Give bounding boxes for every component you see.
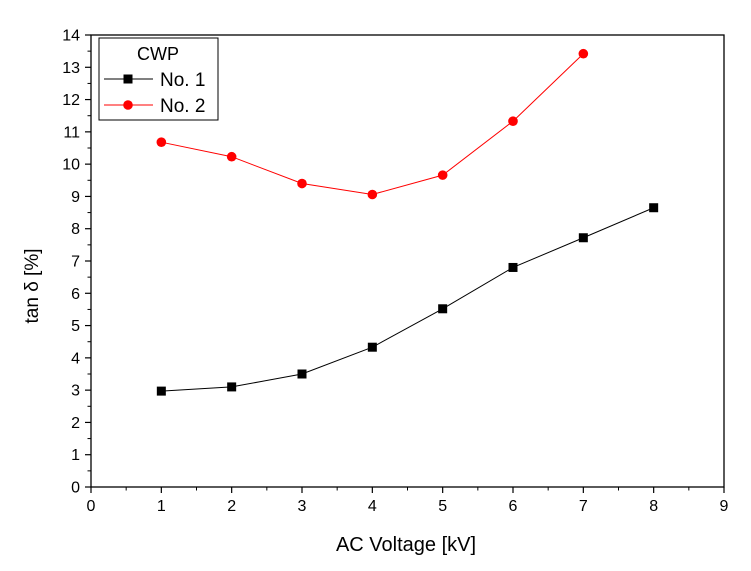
data-point: [367, 189, 378, 200]
x-tick-label: 0: [87, 498, 96, 515]
data-point: [156, 137, 167, 147]
legend-title: CWP: [137, 44, 179, 64]
x-tick-label: 3: [298, 498, 307, 515]
data-point: [508, 262, 518, 272]
y-tick-label: 14: [62, 28, 80, 45]
data-point: [508, 116, 518, 127]
y-tick-label: 3: [71, 383, 80, 400]
series-layer: [156, 48, 659, 396]
legend-marker: [123, 100, 133, 110]
x-tick-label: 5: [438, 498, 447, 515]
y-axis-title: tan δ [%]: [22, 249, 43, 324]
series-2: [156, 48, 589, 200]
x-tick-label: 2: [227, 498, 236, 515]
data-point: [578, 48, 589, 59]
y-tick-label: 8: [71, 221, 80, 238]
x-tick-label: 7: [579, 498, 588, 515]
data-point: [227, 382, 237, 392]
y-tick-label: 10: [62, 157, 80, 174]
data-point: [156, 386, 166, 396]
legend-label: No. 2: [160, 96, 205, 117]
y-tick-label: 13: [62, 60, 80, 77]
legend: CWP No. 1 No. 2: [98, 37, 219, 121]
legend-label: No. 1: [160, 70, 205, 91]
data-point: [578, 233, 588, 243]
y-tick-label: 6: [71, 286, 80, 303]
y-tick-label: 11: [63, 124, 80, 141]
legend-marker: [123, 74, 133, 84]
data-point: [297, 369, 307, 379]
x-tick-label: 8: [649, 498, 658, 515]
data-point: [438, 304, 448, 314]
y-tick-label: 5: [71, 318, 80, 335]
x-tick-label: 1: [157, 498, 166, 515]
x-tick-label: 4: [368, 498, 377, 515]
y-tick-label: 12: [62, 92, 80, 109]
y-tick-label: 4: [71, 350, 80, 367]
x-axis-title: AC Voltage [kV]: [336, 534, 476, 556]
y-tick-label: 9: [71, 189, 80, 206]
data-point: [297, 178, 307, 189]
x-tick-label: 9: [720, 498, 729, 515]
y-tick-label: 1: [71, 447, 80, 464]
data-point: [226, 151, 237, 162]
x-tick-label: 6: [509, 498, 518, 515]
series-line: [161, 207, 654, 392]
y-tick-label: 7: [71, 254, 80, 271]
data-point: [437, 170, 448, 180]
y-tick-label: 2: [71, 415, 80, 432]
series-1: [156, 203, 659, 396]
y-tick-label: 0: [71, 480, 80, 497]
data-point: [649, 203, 659, 213]
data-point: [367, 342, 377, 352]
